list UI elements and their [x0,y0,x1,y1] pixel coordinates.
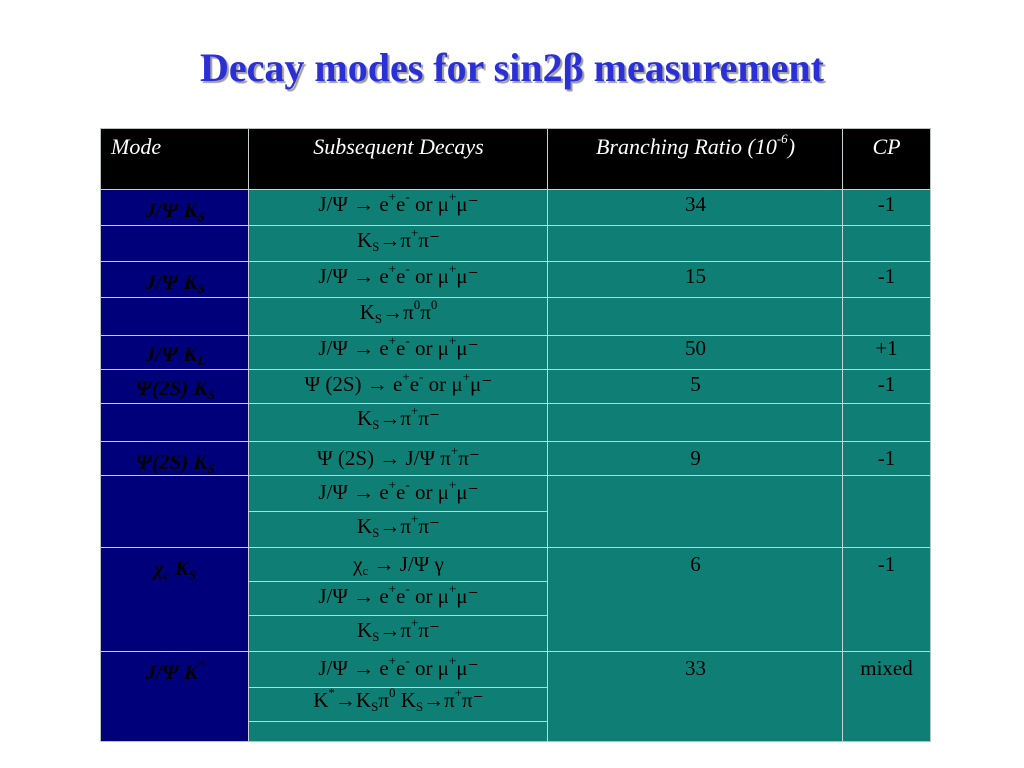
row6-decay2: KS→π+π⁻ [356,615,441,644]
grid-hline [101,369,930,370]
slide-title: Decay modes for sin2β measurement [200,45,824,90]
grid-hline [101,403,930,404]
row7-br: 33 [685,656,706,680]
row6-mode: χc KS [101,549,249,585]
grid-vline [842,129,843,741]
row3-cp: +1 [875,336,898,360]
row3-br: 50 [685,336,706,360]
row4-mode: Ψ(2S) KS [101,369,249,405]
header-branching-ratio: Branching Ratio (10-6) [548,129,843,189]
header-br-label: Branching Ratio (10 [595,134,777,159]
row5-decay1: J/Ψ → e+e- or μ+μ⁻ [318,477,479,504]
row4-br: 5 [690,372,701,396]
row2-mode: J/Ψ KS [101,261,249,297]
header-cp: CP [843,129,930,189]
row7-decay1: J/Ψ → e+e- or μ+μ⁻ [318,653,479,680]
row6-cp: -1 [877,552,896,576]
grid-hline [249,615,548,616]
header-mode: Mode [101,129,249,189]
grid-hline [101,651,930,652]
header-subsequent-label: Subsequent Decays [313,134,484,159]
row2-decay2: KS→π0π0 [359,297,438,326]
grid-hline [101,441,930,442]
row2-cp: -1 [877,264,896,288]
row7-cp: mixed [860,656,913,680]
row5-br: 9 [690,446,701,470]
row1-mode: J/Ψ KS [101,189,249,225]
row2-br: 15 [685,264,706,288]
grid-hline [101,547,930,548]
row7-mode: J/Ψ K* [101,653,249,689]
grid-hline [101,189,930,190]
row5-cp: -1 [877,446,896,470]
grid-hline [101,225,930,226]
row4-decay1: Ψ (2S) → e+e- or μ+μ⁻ [304,369,493,396]
row5-decay2: KS→π+π⁻ [356,511,441,540]
row5-mode: Ψ(2S) KS [101,443,249,479]
row1-decay1: J/Ψ → e+e- or μ+μ⁻ [318,189,479,216]
row5-decay0: Ψ (2S) → J/Ψ π+π⁻ [317,443,480,470]
header-mode-label: Mode [111,134,162,159]
header-subsequent: Subsequent Decays [249,129,548,189]
grid-hline [249,721,548,722]
header-cp-label: CP [872,134,901,159]
header-br-close: ) [787,134,796,159]
row6-decay0: χc → J/Ψ γ [353,552,444,578]
grid-hline [101,261,930,262]
grid-hline [249,511,548,512]
row3-decay1: J/Ψ → e+e- or μ+μ⁻ [318,333,479,360]
grid-vline [547,129,548,741]
row3-mode: J/Ψ KL [101,335,249,369]
row4-decay2: KS→π+π⁻ [356,403,441,432]
grid-hline [101,475,930,476]
row4-cp: -1 [877,372,896,396]
row1-br: 34 [685,192,706,216]
row2-decay1: J/Ψ → e+e- or μ+μ⁻ [318,261,479,288]
row7-decay2: K*→KSπ0 KS→π+π⁻ [313,685,484,714]
grid-hline [249,687,548,688]
row6-br: 6 [690,552,701,576]
decay-table: Mode Subsequent Decays Branching Ratio (… [100,128,931,742]
grid-hline [249,581,548,582]
grid-hline [101,297,930,298]
header-br-exp: -6 [776,131,788,146]
row1-cp: -1 [877,192,896,216]
row6-decay1: J/Ψ → e+e- or μ+μ⁻ [318,581,479,608]
grid-hline [101,335,930,336]
grid-vline [248,129,249,741]
row1-decay2: KS→π+π⁻ [356,225,441,254]
